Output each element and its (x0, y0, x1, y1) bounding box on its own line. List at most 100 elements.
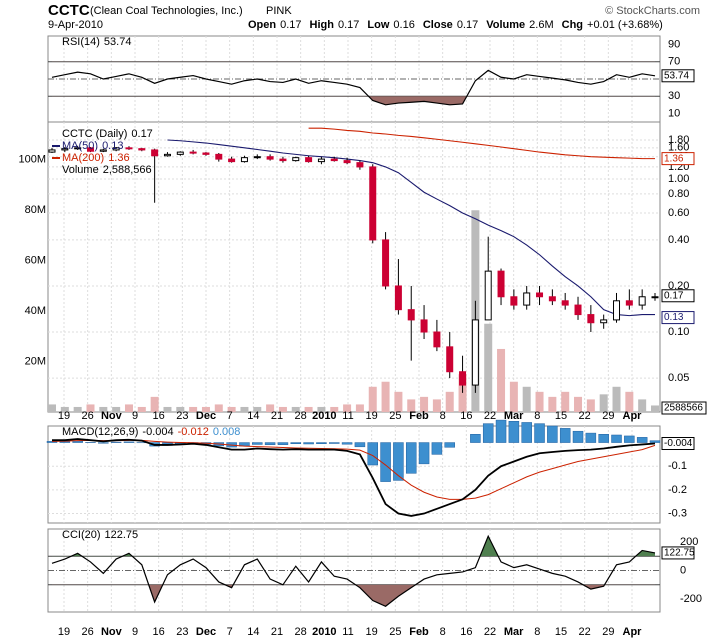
x-tick-label: 15 (555, 626, 567, 638)
x-tick-label: 14 (247, 626, 259, 638)
x-tick-label: 26 (82, 410, 94, 422)
quote-label: Open (248, 19, 276, 31)
quote-value: 0.17 (338, 19, 359, 31)
x-tick-label: Apr (623, 410, 643, 422)
histogram-bar (585, 432, 597, 443)
histogram-bar (649, 440, 661, 443)
candle-body (189, 151, 197, 154)
candle-body (279, 158, 287, 162)
x-tick-label: 22 (484, 410, 496, 422)
volume-bar (394, 391, 403, 412)
y-tick-label: 1.60 (668, 142, 689, 154)
histogram-bar (277, 442, 289, 445)
y-tick-label: 1.80 (668, 134, 689, 146)
candle-body (510, 296, 518, 306)
value-box-label: -0.004 (664, 438, 693, 449)
candle-body (613, 300, 621, 321)
y-tick-label: -0.3 (668, 507, 687, 519)
x-tick-label: 22 (579, 410, 591, 422)
volume-bar (522, 386, 531, 412)
histogram-bar (534, 423, 545, 443)
histogram-bar (431, 442, 443, 455)
quote-label: Chg (562, 19, 583, 31)
volume-bar (60, 406, 69, 412)
value-box-label: 2588566 (664, 403, 703, 414)
value-box-label: 53.74 (664, 70, 689, 81)
y-tick-label: 0.80 (668, 188, 689, 200)
volume-bar (99, 406, 108, 412)
volume-bar (201, 406, 210, 412)
candle-body (433, 331, 441, 348)
candle-body (574, 304, 582, 316)
legend-text: MA(200) (62, 152, 104, 164)
y-tick-label: 200 (680, 536, 698, 548)
signal-line (51, 439, 656, 500)
candle-body (305, 157, 313, 163)
volume-bar (137, 406, 146, 412)
volume-bar (638, 399, 647, 412)
legend-text: CCI(20) (62, 529, 101, 541)
candle-body (497, 270, 505, 298)
legend-text: 53.74 (104, 36, 132, 48)
candle-body (74, 147, 82, 150)
x-tick-label: 7 (227, 626, 233, 638)
y-tick-label: -200 (680, 593, 702, 605)
candle-body (176, 151, 184, 155)
x-tick-label: 19 (366, 626, 378, 638)
histogram-bar (380, 442, 391, 482)
x-tick-label: 22 (579, 626, 591, 638)
x-tick-label: 11 (342, 626, 353, 638)
x-tick-label: 26 (82, 626, 94, 638)
volume-bar (343, 404, 352, 412)
candle-body (48, 149, 56, 153)
volume-bar (509, 381, 518, 412)
x-tick-label: Nov (101, 410, 123, 422)
value-box-label: 0.13 (664, 312, 684, 323)
y-tick-label: -0.2 (668, 484, 687, 496)
candle-body (138, 148, 146, 151)
volume-bar (227, 406, 236, 412)
legend-text: 122.75 (105, 529, 139, 541)
histogram-bar (470, 434, 481, 443)
volume-bar (561, 391, 570, 412)
histogram-bar (252, 442, 263, 445)
histogram-bar (264, 442, 276, 445)
y-tick-label: 10 (668, 107, 680, 119)
y-tick-label: 90 (668, 39, 680, 51)
legend-text: 2,588,566 (103, 164, 152, 176)
candle-body (548, 296, 556, 302)
candle-body (125, 147, 133, 150)
x-tick-label: Feb (409, 626, 429, 638)
candle-body (99, 149, 107, 152)
candle-body (536, 292, 544, 298)
x-tick-label: 16 (460, 626, 472, 638)
histogram-bar (521, 422, 532, 443)
volume-bar (317, 406, 326, 412)
legend-text: RSI(14) (62, 36, 100, 48)
candle-body (484, 270, 492, 321)
x-tick-label: Dec (196, 626, 216, 638)
volume-bar (535, 391, 544, 412)
value-box (661, 69, 695, 83)
x-tick-label: 14 (247, 410, 259, 422)
histogram-bar (444, 442, 455, 448)
candle-body (394, 285, 402, 311)
histogram-bar (495, 419, 507, 443)
x-tick-label: 2010 (312, 410, 336, 422)
quote-value: +0.01 (+3.68%) (587, 19, 663, 31)
volume-bar (48, 404, 56, 412)
moving-average (308, 127, 655, 160)
candle-body (651, 296, 659, 299)
volume-bar (484, 323, 493, 412)
x-tick-label: 25 (389, 626, 401, 638)
x-tick-label: Apr (623, 626, 643, 638)
legend-text: -0.004 (142, 426, 173, 438)
legend-text: Volume (62, 164, 99, 176)
volume-bar (189, 406, 198, 412)
threshold-fill (52, 96, 655, 105)
histogram-bar (98, 442, 109, 444)
volume-bar (330, 406, 339, 412)
volume-bar (368, 386, 377, 412)
volume-bar (612, 386, 621, 412)
